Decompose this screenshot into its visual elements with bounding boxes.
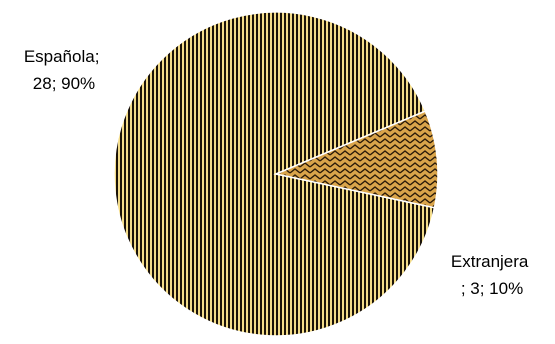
slice-label-extranjera-line-2: ; 3; 10% bbox=[461, 279, 523, 298]
slice-label-espanola: Española; 28; 90% bbox=[24, 47, 104, 93]
pie-slices bbox=[113, 11, 439, 337]
slice-label-extranjera-line-1: Extranjera bbox=[451, 252, 529, 271]
slice-label-espanola-line-1: Española; bbox=[24, 47, 100, 66]
pie-slice-extranjera bbox=[273, 110, 439, 209]
slice-label-espanola-line-2: 28; 90% bbox=[33, 74, 95, 93]
slice-label-extranjera: Extranjera ; 3; 10% bbox=[451, 252, 533, 298]
